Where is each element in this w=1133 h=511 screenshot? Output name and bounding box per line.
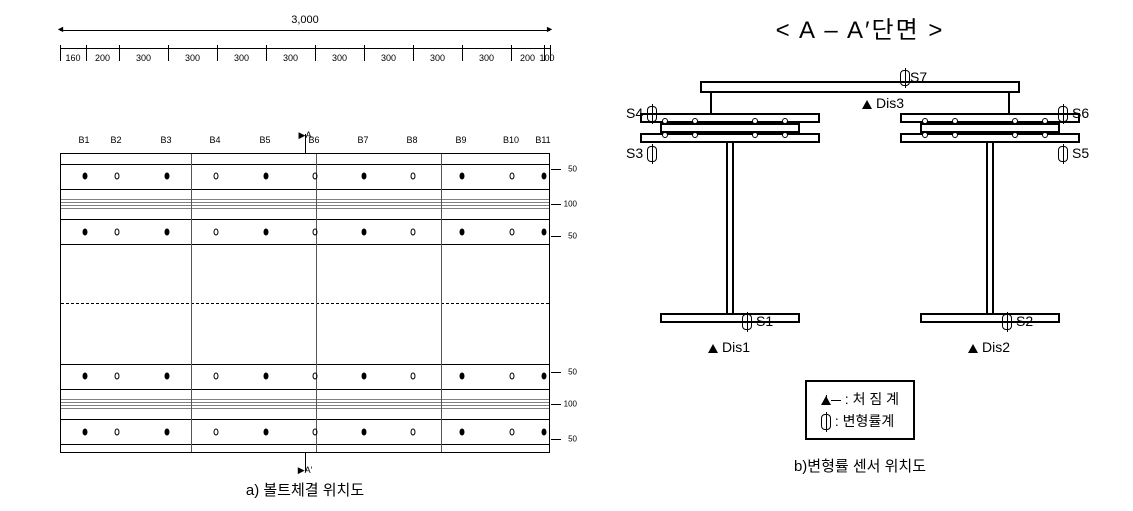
col-label-B9: B9 bbox=[455, 135, 466, 145]
bolt bbox=[83, 429, 88, 436]
bolt bbox=[542, 173, 547, 180]
bolt bbox=[264, 173, 269, 180]
sensor-section-drawing: < A – A′단면 > bbox=[610, 10, 1110, 480]
bolt-position-drawing: ◄ ► 3,000 160200300300300300300300300300… bbox=[40, 20, 570, 490]
bolt bbox=[542, 229, 547, 236]
bolt bbox=[313, 373, 318, 380]
dim-sub-6: 300 bbox=[332, 53, 347, 63]
bolt bbox=[510, 373, 515, 380]
ibeam-left bbox=[660, 123, 800, 323]
bolt bbox=[362, 229, 367, 236]
legend-deflection: : 처 짐 계 bbox=[845, 391, 899, 407]
dim-sub-5: 300 bbox=[283, 53, 298, 63]
disp-dis1: Dis1 bbox=[708, 339, 750, 355]
col-label-B4: B4 bbox=[209, 135, 220, 145]
col-label-B5: B5 bbox=[259, 135, 270, 145]
dim-sub-3: 300 bbox=[185, 53, 200, 63]
bolt bbox=[83, 173, 88, 180]
bolt bbox=[214, 229, 219, 236]
dim-sub-10: 200 bbox=[520, 53, 535, 63]
ibeam-right bbox=[920, 123, 1060, 323]
dim-sub-9: 300 bbox=[479, 53, 494, 63]
bolt bbox=[165, 173, 170, 180]
sensor-s7: S7 bbox=[900, 69, 927, 86]
bolt bbox=[411, 429, 416, 436]
col-label-B11: B11 bbox=[535, 135, 550, 145]
top-plate bbox=[700, 81, 1020, 93]
bolt bbox=[460, 173, 465, 180]
bolt bbox=[510, 229, 515, 236]
side-dim-1: 100 bbox=[564, 200, 577, 209]
bolt bbox=[115, 373, 120, 380]
side-dim-3: 50 bbox=[568, 368, 577, 377]
bolt bbox=[165, 373, 170, 380]
bolt bbox=[313, 229, 318, 236]
col-label-B2: B2 bbox=[110, 135, 121, 145]
bolt bbox=[83, 373, 88, 380]
bolt bbox=[411, 173, 416, 180]
total-dimension: 3,000 bbox=[60, 14, 550, 26]
col-label-B7: B7 bbox=[357, 135, 368, 145]
sensor-s3: S3 bbox=[626, 145, 657, 162]
dim-sub-7: 300 bbox=[381, 53, 396, 63]
sensor-s2: S2 bbox=[1002, 313, 1033, 330]
bolt bbox=[362, 429, 367, 436]
col-label-B8: B8 bbox=[406, 135, 417, 145]
dim-sub-0: 160 bbox=[65, 53, 80, 63]
bolt bbox=[214, 429, 219, 436]
bolt bbox=[83, 229, 88, 236]
dimension-top: ◄ ► 3,000 160200300300300300300300300300… bbox=[60, 20, 550, 75]
bolt bbox=[542, 429, 547, 436]
dim-sub-11: 100 bbox=[539, 53, 554, 63]
bolt bbox=[264, 373, 269, 380]
bolt bbox=[460, 429, 465, 436]
caption-a: a) 볼트체결 위치도 bbox=[40, 479, 570, 500]
bolt bbox=[411, 373, 416, 380]
disp-dis3: Dis3 bbox=[862, 95, 904, 111]
dim-sub-2: 300 bbox=[136, 53, 151, 63]
sensor-s4: S4 bbox=[626, 105, 657, 122]
bolt bbox=[115, 229, 120, 236]
sensor-s6: S6 bbox=[1058, 105, 1089, 122]
bolt bbox=[542, 373, 547, 380]
bolt bbox=[264, 229, 269, 236]
legend: : 처 짐 계 : 변형률계 bbox=[805, 380, 915, 440]
bolt bbox=[510, 429, 515, 436]
bolt bbox=[214, 173, 219, 180]
side-dim-5: 50 bbox=[568, 435, 577, 444]
caption-b: b)변형률 센서 위치도 bbox=[610, 455, 1110, 476]
plan-view: ▶A ▶A′ 50100505010050 bbox=[60, 153, 550, 453]
dim-sub-8: 300 bbox=[430, 53, 445, 63]
bolt bbox=[411, 229, 416, 236]
section-mark-a-prime: ▶A′ bbox=[298, 465, 313, 476]
col-label-B10: B10 bbox=[503, 135, 519, 145]
bolt bbox=[510, 173, 515, 180]
col-label-B3: B3 bbox=[160, 135, 171, 145]
section-title: < A – A′단면 > bbox=[610, 10, 1110, 45]
col-label-B1: B1 bbox=[78, 135, 89, 145]
bolt bbox=[165, 229, 170, 236]
side-dim-2: 50 bbox=[568, 232, 577, 241]
dim-sub-1: 200 bbox=[95, 53, 110, 63]
section-aa: S7 Dis3 S4 S3 S6 S5 S1 Dis1 S2 Dis2 bbox=[630, 51, 1090, 381]
bolt bbox=[165, 429, 170, 436]
bolt bbox=[115, 173, 120, 180]
bolt bbox=[460, 373, 465, 380]
disp-dis2: Dis2 bbox=[968, 339, 1010, 355]
sensor-s5: S5 bbox=[1058, 145, 1089, 162]
legend-strain: : 변형률계 bbox=[835, 413, 894, 429]
bolt bbox=[362, 173, 367, 180]
dim-sub-4: 300 bbox=[234, 53, 249, 63]
sensor-s1: S1 bbox=[742, 313, 773, 330]
bolt bbox=[264, 429, 269, 436]
bolt bbox=[362, 373, 367, 380]
side-dim-4: 100 bbox=[564, 400, 577, 409]
bolt bbox=[313, 173, 318, 180]
side-dim-0: 50 bbox=[568, 165, 577, 174]
bolt bbox=[214, 373, 219, 380]
bolt bbox=[460, 229, 465, 236]
bolt bbox=[115, 429, 120, 436]
bolt bbox=[313, 429, 318, 436]
